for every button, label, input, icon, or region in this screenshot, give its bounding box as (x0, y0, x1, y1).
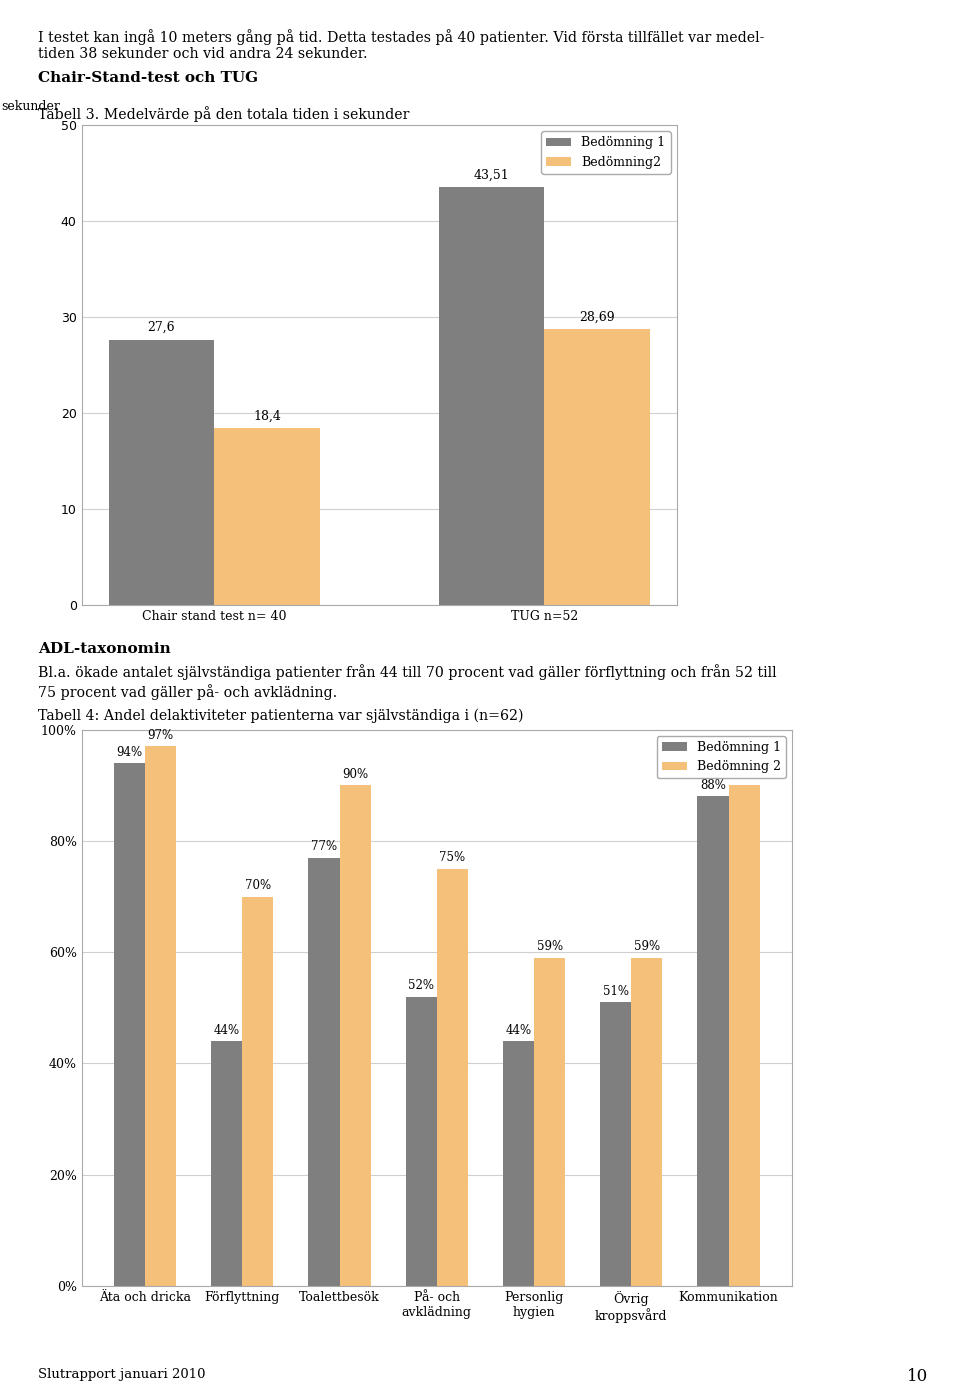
Legend: Bedömning 1, Bedömning 2: Bedömning 1, Bedömning 2 (657, 735, 785, 778)
Text: 97%: 97% (148, 728, 174, 742)
Text: 77%: 77% (311, 840, 337, 853)
Text: 44%: 44% (214, 1023, 240, 1037)
Text: 75 procent vad gäller på- och avklädning.: 75 procent vad gäller på- och avklädning… (38, 684, 338, 699)
Text: 43,51: 43,51 (473, 168, 509, 182)
Text: Bl.a. ökade antalet självständiga patienter från 44 till 70 procent vad gäller f: Bl.a. ökade antalet självständiga patien… (38, 664, 777, 680)
Bar (308, 858, 340, 1286)
Text: Tabell 3. Medelvärde på den totala tiden i sekunder: Tabell 3. Medelvärde på den totala tiden… (38, 106, 410, 121)
Text: 70%: 70% (245, 878, 271, 892)
Text: Slutrapport januari 2010: Slutrapport januari 2010 (38, 1368, 205, 1380)
Text: Tabell 4: Andel delaktiviteter patienterna var självständiga i (n=62): Tabell 4: Andel delaktiviteter patienter… (38, 709, 524, 723)
Bar (600, 1002, 632, 1286)
Bar (544, 329, 650, 605)
Bar (214, 428, 320, 605)
Text: Chair-Stand-test och TUG: Chair-Stand-test och TUG (38, 71, 258, 85)
Text: 90%: 90% (732, 767, 757, 781)
Bar (729, 785, 759, 1286)
Text: I testet kan ingå 10 meters gång på tid. Detta testades på 40 patienter. Vid för: I testet kan ingå 10 meters gång på tid.… (38, 29, 765, 44)
Legend: Bedömning 1, Bedömning2: Bedömning 1, Bedömning2 (541, 131, 670, 174)
Bar (340, 785, 371, 1286)
Bar (211, 1041, 242, 1286)
Text: 28,69: 28,69 (579, 311, 614, 324)
Text: 27,6: 27,6 (148, 321, 176, 334)
Bar (632, 958, 662, 1286)
Text: 52%: 52% (408, 979, 434, 992)
Text: 10: 10 (907, 1368, 928, 1384)
Bar (534, 958, 565, 1286)
Text: 51%: 51% (603, 984, 629, 998)
Text: 59%: 59% (537, 940, 563, 954)
Text: tiden 38 sekunder och vid andra 24 sekunder.: tiden 38 sekunder och vid andra 24 sekun… (38, 47, 368, 61)
Text: 94%: 94% (116, 745, 142, 759)
Text: 59%: 59% (634, 940, 660, 954)
Text: 18,4: 18,4 (253, 410, 281, 423)
Bar (503, 1041, 534, 1286)
Bar (439, 188, 544, 605)
Text: 88%: 88% (700, 778, 726, 792)
Text: 90%: 90% (342, 767, 369, 781)
Text: 75%: 75% (440, 851, 466, 865)
Text: ADL-taxonomin: ADL-taxonomin (38, 642, 171, 656)
Bar (145, 746, 176, 1286)
Bar (242, 897, 274, 1286)
Bar (114, 763, 145, 1286)
Text: sekunder: sekunder (1, 100, 60, 113)
Text: 44%: 44% (505, 1023, 532, 1037)
Bar (406, 997, 437, 1286)
Bar (108, 341, 214, 605)
Bar (437, 869, 468, 1286)
Bar (698, 796, 729, 1286)
